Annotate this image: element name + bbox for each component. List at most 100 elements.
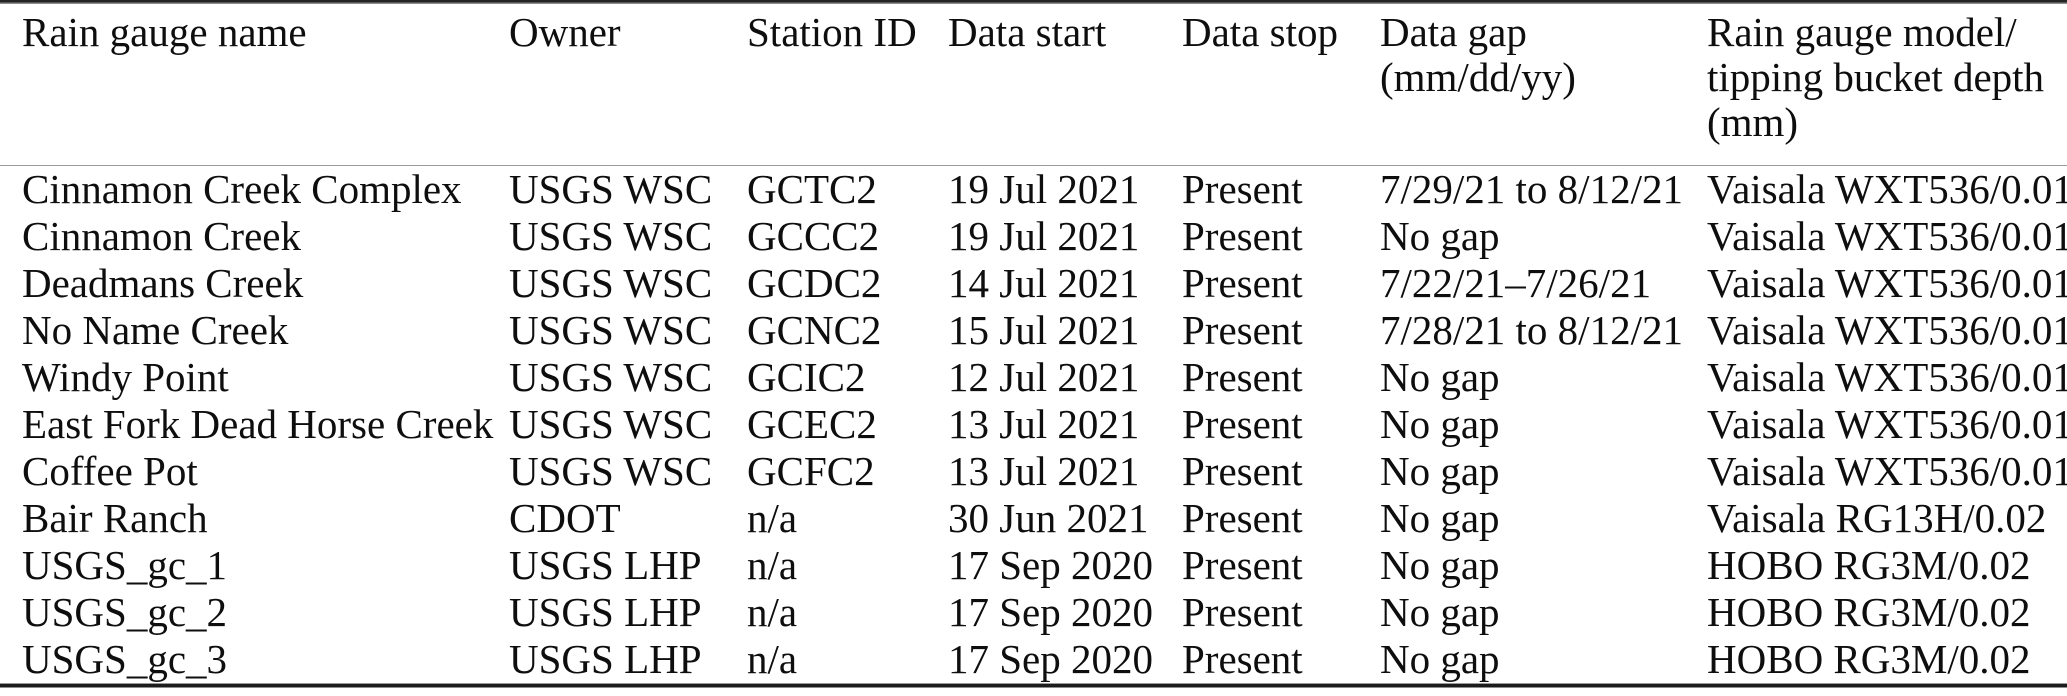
table-top-rule [0, 0, 2067, 5]
table-body: Cinnamon Creek Complex USGS WSC GCTC2 19… [0, 166, 2067, 684]
cell-station-id: GCFC2 [747, 448, 875, 494]
cell-owner: USGS LHP [509, 542, 702, 588]
cell-data-stop: Present [1182, 354, 1303, 400]
cell-owner: USGS WSC [509, 448, 713, 494]
cell-owner: USGS LHP [509, 636, 702, 682]
cell-data-stop: Present [1182, 213, 1303, 259]
cell-data-gap: 7/29/21 to 8/12/21 [1380, 166, 1683, 212]
column-header-model: Rain gauge model/ tipping bucket depth (… [1707, 5, 2067, 166]
cell-data-stop: Present [1182, 307, 1303, 353]
column-header-data-start: Data start [948, 5, 1182, 166]
cell-rain-gauge-name: Cinnamon Creek Complex [22, 166, 462, 212]
cell-data-stop: Present [1182, 166, 1303, 212]
cell-data-start: 19 Jul 2021 [948, 166, 1140, 212]
cell-station-id: n/a [747, 495, 798, 541]
cell-data-stop: Present [1182, 589, 1303, 635]
column-header-data-gap: Data gap (mm/dd/yy) [1380, 5, 1707, 166]
table-row: Cinnamon Creek Complex USGS WSC GCTC2 19… [0, 166, 2067, 214]
cell-data-stop: Present [1182, 401, 1303, 447]
cell-station-id: n/a [747, 589, 798, 635]
cell-rain-gauge-name: Deadmans Creek [22, 260, 304, 306]
table-row: Windy Point USGS WSC GCIC2 12 Jul 2021 P… [0, 354, 2067, 401]
cell-data-start: 12 Jul 2021 [948, 354, 1140, 400]
cell-data-start: 17 Sep 2020 [948, 636, 1153, 682]
cell-model: HOBO RG3M/0.02 [1707, 542, 2031, 588]
cell-rain-gauge-name: USGS_gc_2 [22, 589, 228, 635]
cell-rain-gauge-name: Cinnamon Creek [22, 213, 301, 259]
cell-data-gap: No gap [1380, 401, 1500, 447]
cell-model: Vaisala WXT536/0.01 [1707, 260, 2067, 306]
table-row: USGS_gc_1 USGS LHP n/a 17 Sep 2020 Prese… [0, 542, 2067, 589]
cell-station-id: GCNC2 [747, 307, 882, 353]
cell-data-stop: Present [1182, 260, 1303, 306]
cell-data-start: 30 Jun 2021 [948, 495, 1149, 541]
cell-data-start: 14 Jul 2021 [948, 260, 1140, 306]
cell-station-id: GCIC2 [747, 354, 866, 400]
cell-data-gap: No gap [1380, 636, 1500, 682]
column-header-owner: Owner [509, 5, 747, 166]
cell-rain-gauge-name: No Name Creek [22, 307, 289, 353]
cell-data-gap: No gap [1380, 495, 1500, 541]
column-header-data-stop: Data stop [1182, 5, 1380, 166]
cell-data-gap: 7/28/21 to 8/12/21 [1380, 307, 1683, 353]
table-bottom-rule [0, 683, 2067, 688]
cell-model: Vaisala RG13H/0.02 [1707, 495, 2047, 541]
cell-owner: USGS WSC [509, 213, 713, 259]
cell-data-gap: No gap [1380, 448, 1500, 494]
cell-model: Vaisala WXT536/0.01 [1707, 448, 2067, 494]
cell-rain-gauge-name: Coffee Pot [22, 448, 198, 494]
cell-owner: USGS WSC [509, 260, 713, 306]
table-row: East Fork Dead Horse Creek USGS WSC GCEC… [0, 401, 2067, 448]
cell-station-id: n/a [747, 636, 798, 682]
cell-data-gap: 7/22/21–7/26/21 [1380, 260, 1652, 306]
table-row: No Name Creek USGS WSC GCNC2 15 Jul 2021… [0, 307, 2067, 354]
cell-data-stop: Present [1182, 448, 1303, 494]
cell-owner: USGS LHP [509, 589, 702, 635]
cell-station-id: n/a [747, 542, 798, 588]
table-row: USGS_gc_3 USGS LHP n/a 17 Sep 2020 Prese… [0, 636, 2067, 683]
cell-owner: USGS WSC [509, 166, 713, 212]
cell-data-gap: No gap [1380, 589, 1500, 635]
cell-model: Vaisala WXT536/0.01 [1707, 401, 2067, 447]
cell-data-start: 17 Sep 2020 [948, 589, 1153, 635]
cell-data-start: 13 Jul 2021 [948, 448, 1140, 494]
cell-rain-gauge-name: USGS_gc_3 [22, 636, 228, 682]
cell-data-start: 13 Jul 2021 [948, 401, 1140, 447]
cell-rain-gauge-name: USGS_gc_1 [22, 542, 228, 588]
cell-data-gap: No gap [1380, 542, 1500, 588]
table-header: Rain gauge name Owner Station ID Data st… [0, 5, 2067, 166]
cell-data-start: 17 Sep 2020 [948, 542, 1153, 588]
column-header-station-id: Station ID [747, 5, 948, 166]
table-row: USGS_gc_2 USGS LHP n/a 17 Sep 2020 Prese… [0, 589, 2067, 636]
cell-data-gap: No gap [1380, 213, 1500, 259]
cell-data-gap: No gap [1380, 354, 1500, 400]
header-row: Rain gauge name Owner Station ID Data st… [0, 5, 2067, 166]
cell-model: HOBO RG3M/0.02 [1707, 589, 2031, 635]
cell-data-stop: Present [1182, 636, 1303, 682]
cell-model: Vaisala WXT536/0.01 [1707, 213, 2067, 259]
table-row: Bair Ranch CDOT n/a 30 Jun 2021 Present … [0, 495, 2067, 542]
cell-station-id: GCCC2 [747, 213, 880, 259]
cell-owner: USGS WSC [509, 354, 713, 400]
cell-data-start: 19 Jul 2021 [948, 213, 1140, 259]
cell-model: Vaisala WXT536/0.01 [1707, 166, 2067, 212]
cell-rain-gauge-name: Bair Ranch [22, 495, 208, 541]
cell-data-start: 15 Jul 2021 [948, 307, 1140, 353]
column-header-rain-gauge-name: Rain gauge name [0, 5, 509, 166]
cell-station-id: GCDC2 [747, 260, 882, 306]
cell-owner: USGS WSC [509, 307, 713, 353]
cell-station-id: GCTC2 [747, 166, 877, 212]
cell-rain-gauge-name: Windy Point [22, 354, 229, 400]
cell-owner: CDOT [509, 495, 621, 541]
cell-rain-gauge-name: East Fork Dead Horse Creek [22, 401, 494, 447]
cell-model: HOBO RG3M/0.02 [1707, 636, 2031, 682]
cell-data-stop: Present [1182, 495, 1303, 541]
cell-model: Vaisala WXT536/0.01 [1707, 354, 2067, 400]
cell-data-stop: Present [1182, 542, 1303, 588]
cell-model: Vaisala WXT536/0.01 [1707, 307, 2067, 353]
cell-owner: USGS WSC [509, 401, 713, 447]
table-row: Coffee Pot USGS WSC GCFC2 13 Jul 2021 Pr… [0, 448, 2067, 495]
rain-gauge-table: Rain gauge name Owner Station ID Data st… [0, 5, 2067, 683]
table-row: Deadmans Creek USGS WSC GCDC2 14 Jul 202… [0, 260, 2067, 307]
